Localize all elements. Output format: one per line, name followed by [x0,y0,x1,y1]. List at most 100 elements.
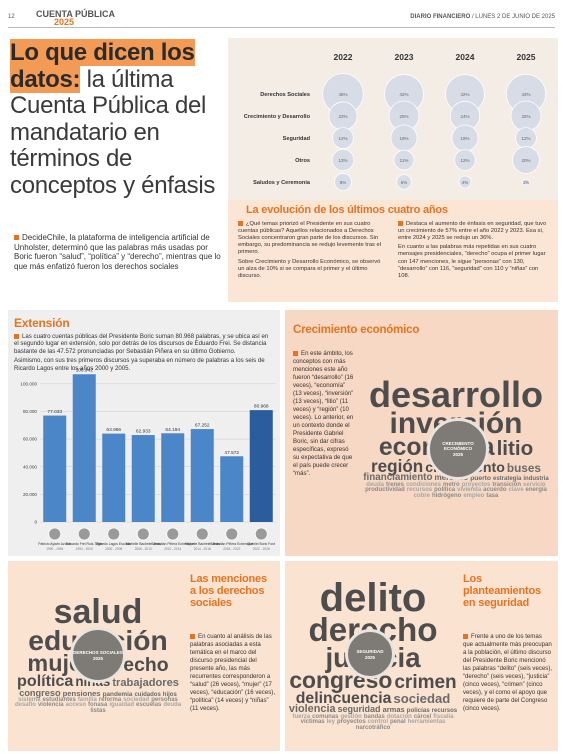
cloud-word: proyectos [336,719,366,726]
cloud-word: dotación [386,714,412,721]
bar [249,410,273,522]
cloud-word: clave [508,487,524,494]
period-label: 2010 - 2014 [164,547,181,551]
cloud-word: trenes [385,482,404,489]
bubble-label: 24% [460,114,469,119]
cloud-word: tasa [486,492,499,499]
cloud-word: servicio [523,482,546,489]
intro: DecideChile, la plataforma de inteligenc… [14,233,222,271]
evolution-title: La evolución de los últimos cuatro años [246,204,448,216]
cloud-word: fiscalía [433,714,454,721]
bubble [331,148,355,172]
cloud-word: escuelas [136,702,162,709]
period-label: 2006 - 2010 [135,547,152,551]
bubble-label: 42% [399,92,408,97]
cloud-word: policías [406,707,430,715]
bubble-label: 22% [338,114,347,119]
period-label: 2022 - 2026 [253,547,270,551]
row-label: Crecimiento y Desarrollo [244,114,311,120]
bar [102,433,126,522]
bubble-label: 19% [399,136,408,141]
y-tick-label: 100.000 [20,381,37,386]
y-tick-label: 80.000 [23,409,37,414]
bubble-label: 25% [399,114,408,119]
bubble [393,149,415,171]
cloud-word: penal [390,719,406,726]
cloud-word: política [17,671,74,690]
rights-text-body: En cuanto al análisis de las palabras as… [190,633,276,712]
bar-label: 63.966 [106,427,121,433]
portrait [48,527,62,541]
portrait [254,527,268,541]
cloud-word: violencia [37,702,64,709]
bar-label: 47.572 [224,450,239,456]
security-text: Frente a uno de los temas que actualment… [463,633,553,713]
growth-text-body: En este ámbito, los conceptos con más me… [293,350,354,477]
portrait [77,527,91,541]
cloud-word: pandemia [102,690,133,698]
y-tick-label: 20.000 [23,492,37,497]
bubble-label: 42% [460,92,469,97]
cloud-word: salud [53,593,143,632]
security-panel: delitoderechojusticiacongresocrimendelin… [285,561,558,751]
row-label: Seguridad [283,136,311,142]
bubble-label: 19% [460,136,469,141]
security-word-cloud: delitoderechojusticiacongresocrimendelin… [287,565,459,747]
y-tick-label: 40.000 [23,464,37,469]
section-year: 2025 [54,17,75,27]
cloud-word: hijos [162,691,177,698]
paragraph: Asimismo, con sus tres primeros discurso… [14,357,265,372]
cloud-word: vivienda [457,487,482,494]
cloud-word: pensiones [62,688,101,698]
paragraph: Las cuatro cuentas públicas del Presiden… [14,333,274,355]
bubble-label: 43% [521,92,530,97]
row-label: Derechos Sociales [260,92,310,98]
portrait [107,527,121,541]
evolution-panel: La evolución de los últimos cuatro años … [228,200,558,302]
badge-year: 2025 [452,452,463,457]
bar-label: 80.968 [254,404,269,410]
bubble [454,149,476,171]
section-logo: CUENTA PÚBLICA 2025 [36,10,115,27]
cloud-word: delito [319,576,427,621]
y-tick-label: 0 [34,520,37,525]
bubble-label: 1% [523,180,530,185]
period-label: 1994 - 2000 [76,547,93,551]
cloud-word: condiciones [405,482,441,489]
cloud-word: ley [326,719,335,726]
x-tick-label: Sebastián Piñera Echenique [151,542,194,546]
bubble-label: 4% [462,180,469,185]
bubble-label: 6% [401,180,408,185]
bubble [458,175,472,189]
cloud-word: comunas [312,714,339,721]
text-column: Destaca el aumento de énfasis en segurid… [398,221,548,282]
portrait [166,527,180,541]
cloud-word: estrategia [493,476,522,483]
cloud-word: acuerdo [483,487,507,494]
cloud-word: región [371,456,424,476]
cloud-word: industria [523,476,549,483]
x-tick-label: Eduardo Frei Ruiz-Tagle [66,542,103,546]
cloud-word: familia [77,697,97,703]
cloud-word: recursos [431,708,458,715]
badge-label: CRECIMIENTO ECONÓMICO [442,441,474,451]
headline-rest: la última Cuenta Pública del mandatario … [10,65,216,199]
cloud-word: financiamiento [363,472,433,484]
cloud-word: control [367,719,389,726]
evolution-columns: ¿Qué temas priorizó el Presidente en sus… [238,221,548,282]
bubble [334,173,352,191]
cloud-word: gestión [340,714,362,721]
security-title: Los planteamientos en seguridad [463,573,541,609]
cloud-word: política [434,487,456,494]
cloud-word: reforma [98,697,122,703]
extension-text: Las cuatro cuentas públicas del Presiden… [14,333,274,372]
header-rule [8,27,555,28]
cloud-word: armas [382,705,405,715]
cloud-word: narcotráfico [355,724,391,731]
extension-panel: Extensión Las cuatro cuentas públicas de… [8,310,280,556]
cloud-word: acceso [65,702,86,709]
page-number: 12 [8,14,15,20]
bubble-label: 8% [340,180,347,185]
cloud-word: litio [496,437,534,461]
